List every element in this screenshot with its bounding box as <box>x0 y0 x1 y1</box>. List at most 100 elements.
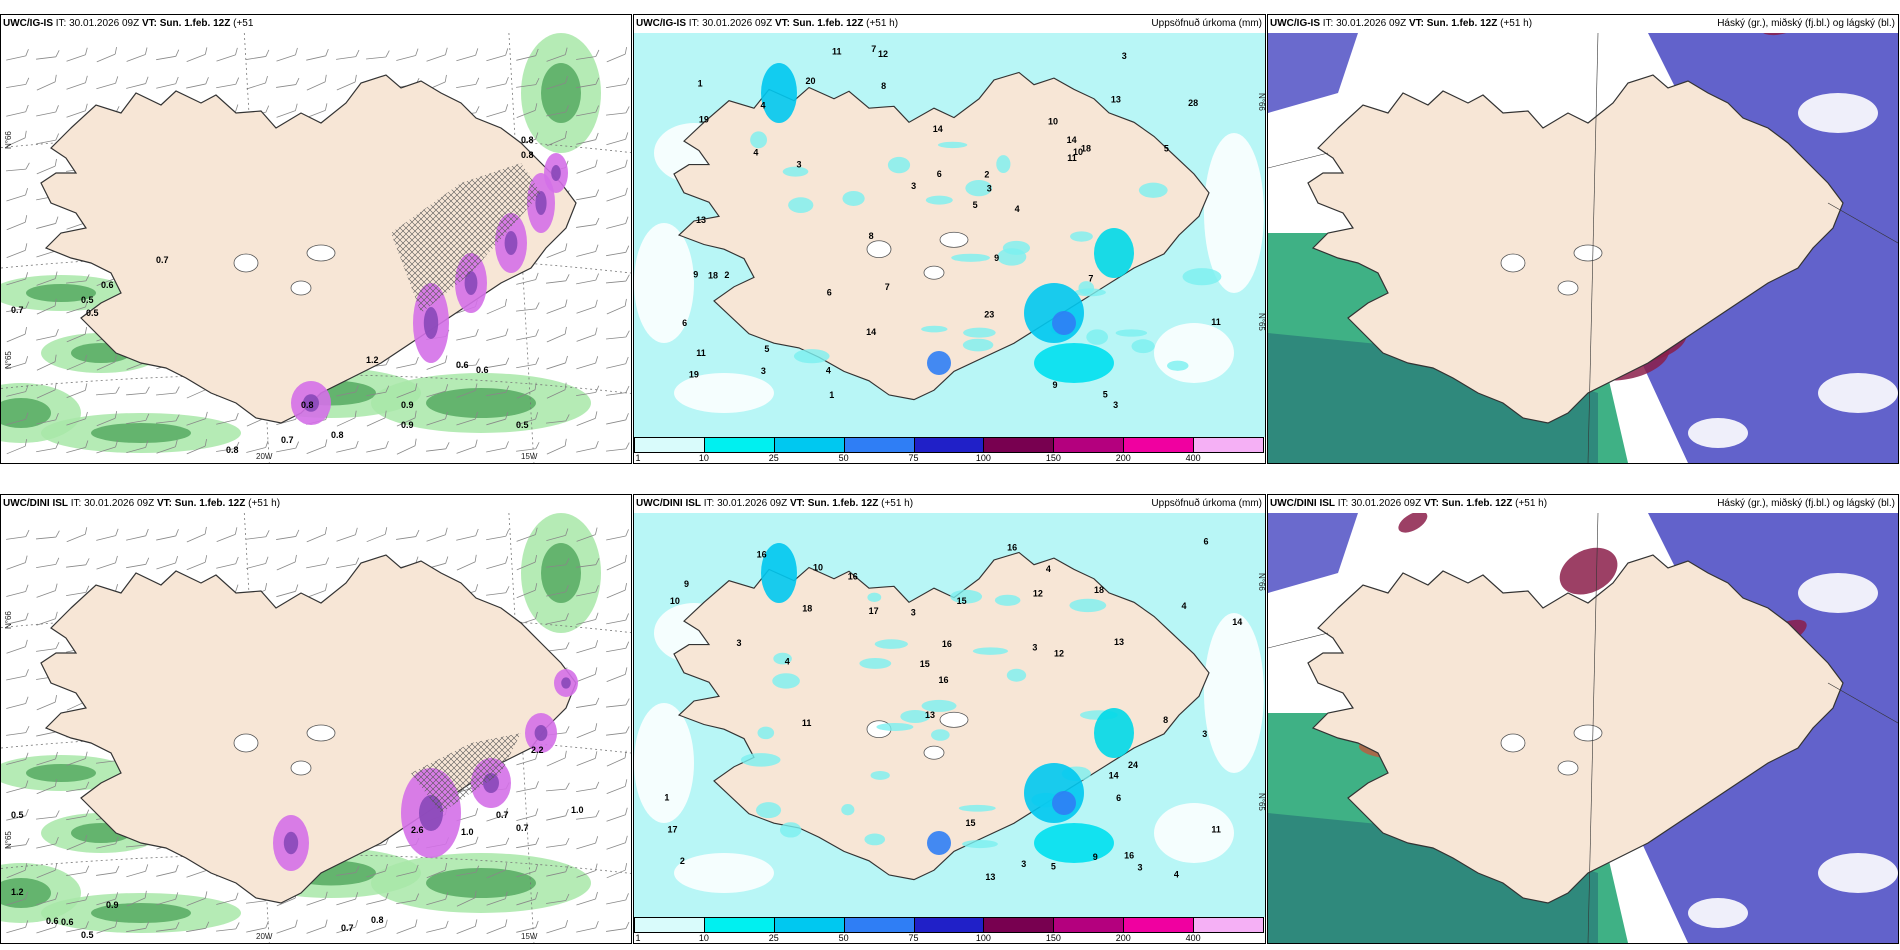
precip-label: 15 <box>966 818 976 828</box>
value-label: 0.7 <box>156 255 169 265</box>
precip-label: 3 <box>797 160 802 170</box>
colorbar-tick: 100 <box>975 933 991 943</box>
panel-right-title: Háský (gr.), miðský (fj.bl.) og lágský (… <box>1717 498 1895 509</box>
coord-labels: N°66 N°65 20W 15W <box>4 131 538 461</box>
colorbar-swatch <box>913 437 985 453</box>
panel-wind-dini: UWC/DINI ISL IT: 30.01.2026 09Z VT: Sun.… <box>0 494 632 944</box>
coord-label: N°65 <box>1257 793 1265 811</box>
dry-areas <box>634 123 1264 413</box>
panel-wind-igis: UWC/IG-IS IT: 30.01.2026 09Z VT: Sun. 1.… <box>0 14 632 464</box>
precip-label: 16 <box>942 639 952 649</box>
value-label: 1.2 <box>366 355 379 365</box>
precip-label: 7 <box>885 282 890 292</box>
colorbar-tick: 50 <box>838 933 849 943</box>
wind-map: 0.5 1.2 0.9 0.6 0.6 0.5 0.7 0.8 0.7 1.0 0.7 1.0 2.6 2… <box>1 513 631 943</box>
precip-colorbar: 1 10 25 50 75 100 150 200 400 <box>634 437 1265 463</box>
coord-label: N°65 <box>4 351 13 369</box>
precip-map: 3 4 3 3 3 16 15 18 4 4 4 16 11 1 5 6 3 9 10 17 12 16 17 13 18 15 1… <box>634 513 1265 917</box>
value-label: 0.6 <box>101 280 114 290</box>
value-label: 2.2 <box>531 745 544 755</box>
precip-label: 13 <box>1111 95 1121 105</box>
precip-label: 9 <box>684 579 689 589</box>
colorbar-swatch <box>634 437 705 453</box>
heavy-precip <box>761 543 1134 863</box>
precip-label: 6 <box>827 288 832 298</box>
precip-label: 1 <box>664 793 669 803</box>
precip-label: 3 <box>736 638 741 648</box>
colorbar-tick: 75 <box>908 453 919 463</box>
precip-label: 2 <box>984 169 989 179</box>
precip-label: 11 <box>1067 153 1077 163</box>
coord-labels: N°66 N°65 <box>1257 93 1265 331</box>
precip-label: 5 <box>1051 862 1056 872</box>
colorbar-swatch <box>1123 437 1195 453</box>
precip-label: 19 <box>689 369 699 379</box>
precip-label: 8 <box>1163 715 1168 725</box>
colorbar-tick: 1 <box>635 933 641 943</box>
colorbar-tick: 200 <box>1115 933 1131 943</box>
coord-label: N°65 <box>4 831 13 849</box>
panel-precip-igis: UWC/IG-IS IT: 30.01.2026 09Z VT: Sun. 1.… <box>633 14 1266 464</box>
precip-label: 23 <box>984 310 994 320</box>
coord-label: 20W <box>256 452 273 461</box>
colorbar-swatch <box>913 917 985 933</box>
precip-label: 6 <box>1204 537 1209 547</box>
value-label: 0.8 <box>331 430 344 440</box>
precip-label: 4 <box>1174 870 1179 880</box>
iceland-landmass <box>1307 74 1844 424</box>
precip-label: 12 <box>1033 589 1043 599</box>
colorbar-swatch <box>773 437 845 453</box>
value-label: 0.5 <box>11 810 24 820</box>
colorbar-swatch <box>773 917 845 933</box>
coord-labels: N°66 N°65 <box>1257 573 1265 811</box>
precip-label: 4 <box>1181 601 1186 611</box>
colorbar-swatch <box>1193 917 1264 933</box>
value-label: 0.6 <box>46 916 59 926</box>
precip-label: 14 <box>866 327 876 337</box>
value-label: 1.0 <box>571 805 584 815</box>
colorbar-tick: 400 <box>1185 453 1201 463</box>
precip-label: 17 <box>869 606 879 616</box>
value-label: 0.7 <box>11 305 24 315</box>
panel-header: UWC/DINI ISL IT: 30.01.2026 09Z VT: Sun.… <box>634 495 1265 513</box>
value-label: 0.9 <box>106 900 119 910</box>
precip-map: 1 5 5 4 5 3 4 7 3 14 10 28 3 2 3 3 1 2 3 9 5 6 4 9 10 13 14 11 14 18 1… <box>634 33 1265 437</box>
precip-label: 4 <box>1015 204 1020 214</box>
value-label: 0.6 <box>456 360 469 370</box>
precip-label: 13 <box>925 710 935 720</box>
colorbar-swatch <box>983 437 1055 453</box>
colorbar-swatch <box>1123 917 1195 933</box>
colorbar-swatch <box>983 917 1055 933</box>
precip-label: 10 <box>1048 116 1058 126</box>
value-label: 0.5 <box>81 295 94 305</box>
value-label: 0.7 <box>496 810 509 820</box>
panel-cloud-dini: UWC/DINI ISL IT: 30.01.2026 09Z VT: Sun.… <box>1267 494 1899 944</box>
precip-label: 15 <box>957 596 967 606</box>
colorbar-tick: 75 <box>908 933 919 943</box>
heavy-precip <box>761 63 1134 383</box>
coord-label: N°66 <box>1257 93 1265 111</box>
precip-label: 3 <box>987 183 992 193</box>
precip-label: 16 <box>939 675 949 685</box>
value-label: 0.6 <box>476 365 489 375</box>
precip-label: 9 <box>693 269 698 279</box>
precip-label: 3 <box>1122 51 1127 61</box>
panel-precip-dini: UWC/DINI ISL IT: 30.01.2026 09Z VT: Sun.… <box>633 494 1266 944</box>
panel-title: UWC/DINI ISL IT: 30.01.2026 09Z VT: Sun.… <box>1270 498 1548 509</box>
precip-labels: 1554534731410283233123956491013141114181… <box>682 44 1221 410</box>
precip-label: 13 <box>696 215 706 225</box>
precip-label: 10 <box>813 562 823 572</box>
precip-bands <box>750 131 1222 371</box>
colorbar-tick: 10 <box>698 453 709 463</box>
colorbar-swatch <box>1053 917 1125 933</box>
precip-label: 10 <box>1073 147 1083 157</box>
precip-label: 11 <box>802 718 812 728</box>
value-label: 0.9 <box>401 420 414 430</box>
precip-label: 16 <box>848 571 858 581</box>
coord-label: N°65 <box>1257 313 1265 331</box>
panel-title: UWC/DINI ISL IT: 30.01.2026 09Z VT: Sun.… <box>636 498 914 509</box>
value-label: 0.5 <box>86 308 99 318</box>
colorbar-tick: 25 <box>768 933 779 943</box>
precip-label: 3 <box>1032 643 1037 653</box>
precip-label: 3 <box>1202 729 1207 739</box>
